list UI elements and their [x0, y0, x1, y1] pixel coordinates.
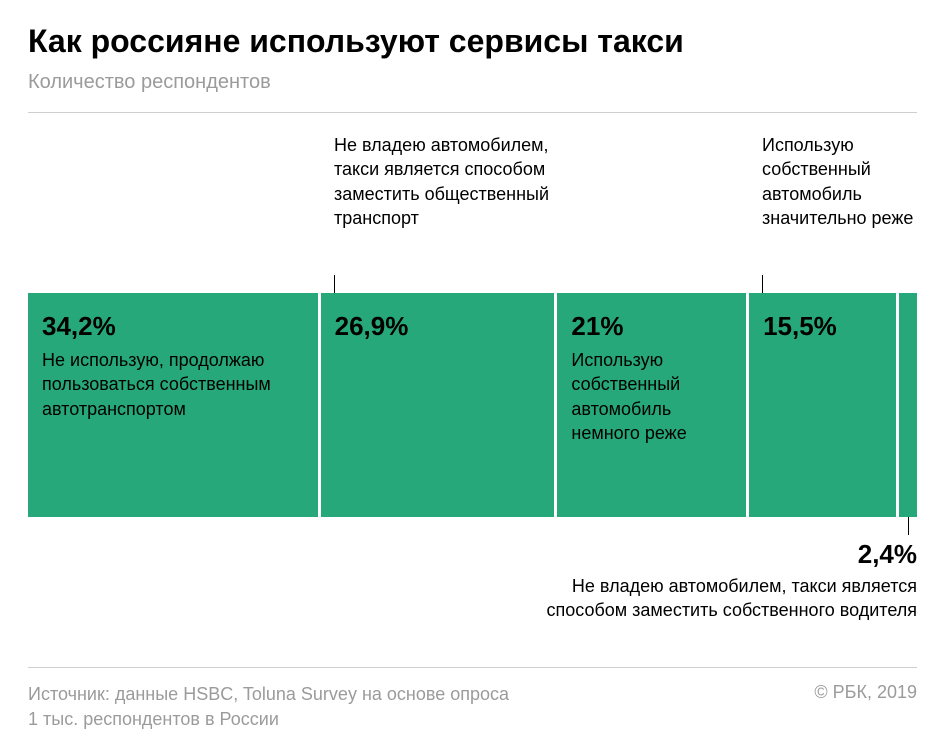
footer-source: Источник: данные HSBC, Toluna Survey на …	[28, 682, 509, 732]
footer-line1: Источник: данные HSBC, Toluna Survey на …	[28, 682, 509, 707]
segment-desc-0: Не использую, продолжаю пользоваться соб…	[42, 348, 304, 421]
segment-label-below-4: 2,4% Не владею автомобилем, такси являет…	[497, 539, 917, 623]
segment-label-above-3: Использую собственный автомобиль значите…	[762, 133, 932, 230]
segment-label-above-1: Не владею автомобилем, такси является сп…	[334, 133, 594, 230]
segment-pct-1: 26,9%	[335, 311, 541, 342]
footer-copyright: © РБК, 2019	[814, 682, 917, 703]
page-subtitle: Количество респондентов	[28, 71, 917, 94]
segment-4	[899, 293, 917, 517]
page-title: Как россияне используют сервисы такси	[28, 24, 917, 59]
chart: Не владею автомобилем, такси является сп…	[28, 113, 917, 653]
segment-1: 26,9%	[321, 293, 555, 517]
segment-pct-4: 2,4%	[497, 539, 917, 570]
segment-0: 34,2% Не использую, продолжаю пользовать…	[28, 293, 318, 517]
segment-3: 15,5%	[749, 293, 896, 517]
segment-desc-4: Не владею автомобилем, такси является сп…	[497, 574, 917, 623]
tick-above-3	[762, 275, 763, 293]
bar-row: 34,2% Не использую, продолжаю пользовать…	[28, 293, 917, 517]
segment-desc-2: Использую собственный автомобиль немного…	[571, 348, 732, 445]
tick-below-4	[908, 517, 909, 535]
tick-above-1	[334, 275, 335, 293]
segment-pct-3: 15,5%	[763, 311, 882, 342]
segment-pct-0: 34,2%	[42, 311, 304, 342]
footer: Источник: данные HSBC, Toluna Survey на …	[28, 667, 917, 732]
segment-pct-2: 21%	[571, 311, 732, 342]
footer-line2: 1 тыс. респондентов в России	[28, 707, 509, 732]
segment-2: 21% Использую собственный автомобиль нем…	[557, 293, 746, 517]
